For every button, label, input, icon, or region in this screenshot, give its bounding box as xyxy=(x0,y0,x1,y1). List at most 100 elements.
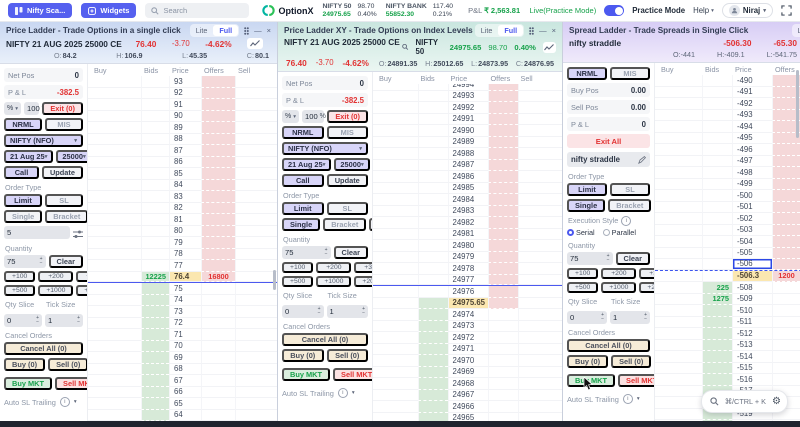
add-qty-button[interactable]: +100 xyxy=(4,271,36,282)
lite-button[interactable]: Lite xyxy=(480,26,493,35)
sell-cell[interactable] xyxy=(517,228,562,240)
offers-cell[interactable] xyxy=(772,408,800,420)
single-button[interactable]: Single xyxy=(4,210,43,223)
cancel-sell-button[interactable]: Sell (0) xyxy=(611,355,652,368)
offers-cell[interactable] xyxy=(772,328,800,340)
sell-cell[interactable] xyxy=(235,375,277,387)
offers-cell[interactable] xyxy=(201,398,235,410)
price-cell[interactable]: 24993 xyxy=(447,90,488,102)
sell-cell[interactable] xyxy=(235,352,277,364)
price-cell[interactable]: 79 xyxy=(169,237,201,249)
buy-mkt-button[interactable]: Buy MKT xyxy=(4,377,53,390)
price-cell[interactable]: 75 xyxy=(169,283,201,295)
price-cell[interactable]: 76.4 xyxy=(169,271,201,282)
buy-cell[interactable] xyxy=(88,341,141,352)
price-cell[interactable]: -516 xyxy=(732,374,772,386)
cancel-buy-button[interactable]: Buy (0) xyxy=(4,358,46,371)
offers-cell[interactable] xyxy=(487,320,518,332)
price-cell[interactable]: 24966 xyxy=(447,401,488,413)
price-cell[interactable]: 86 xyxy=(169,156,201,168)
stepper[interactable]: +− xyxy=(39,256,43,266)
exit-button[interactable]: Exit (0) xyxy=(42,102,83,115)
bids-cell[interactable] xyxy=(141,225,169,237)
offers-cell[interactable] xyxy=(772,178,800,190)
qty-slice-input[interactable]: 0 + − xyxy=(4,314,42,327)
update-button[interactable]: Update xyxy=(326,174,368,187)
sell-cell[interactable] xyxy=(517,194,562,206)
price-cell[interactable]: 24987 xyxy=(447,159,488,171)
buy-cell[interactable] xyxy=(373,183,418,194)
cancel-sell-button[interactable]: Sell (0) xyxy=(326,349,368,362)
bids-cell[interactable] xyxy=(141,398,169,410)
offers-cell[interactable] xyxy=(772,75,800,87)
cancel-buy-button[interactable]: Buy (0) xyxy=(282,349,324,362)
offers-cell[interactable] xyxy=(201,110,235,122)
sl-button[interactable]: SL xyxy=(45,194,83,207)
buy-cell[interactable] xyxy=(88,111,141,122)
buy-cell[interactable] xyxy=(373,298,418,309)
sell-cell[interactable] xyxy=(235,202,277,214)
buy-cell[interactable] xyxy=(655,374,702,386)
buy-cell[interactable] xyxy=(655,340,702,351)
buy-cell[interactable] xyxy=(655,271,702,282)
buy-mkt-button[interactable]: Buy MKT xyxy=(282,368,331,381)
serial-radio[interactable]: Serial xyxy=(567,228,595,237)
buy-cell[interactable] xyxy=(655,213,702,225)
bids-cell[interactable] xyxy=(702,374,732,386)
add-qty-button[interactable]: +100 xyxy=(282,262,314,273)
price-cell[interactable]: 66 xyxy=(169,386,201,398)
sell-cell[interactable] xyxy=(235,317,277,329)
buy-cell[interactable] xyxy=(373,125,418,137)
sell-cell[interactable] xyxy=(517,205,562,217)
sell-cell[interactable] xyxy=(517,320,562,332)
offers-cell[interactable] xyxy=(772,132,800,144)
bids-cell[interactable] xyxy=(417,366,448,378)
offers-cell[interactable] xyxy=(772,155,800,167)
instrument-select[interactable]: NIFTY (NFO) ▾ xyxy=(4,134,83,147)
add-qty-button[interactable]: +200 xyxy=(601,268,637,279)
sell-cell[interactable] xyxy=(517,217,562,229)
minimize-icon[interactable]: — xyxy=(254,25,262,35)
bids-cell[interactable] xyxy=(702,121,732,133)
offers-cell[interactable] xyxy=(772,224,800,236)
price-cell[interactable]: -503 xyxy=(732,224,772,236)
offers-cell[interactable] xyxy=(487,182,518,194)
sell-cell[interactable] xyxy=(517,343,562,355)
offers-cell[interactable] xyxy=(201,179,235,191)
user-menu[interactable]: Niraj ▾ xyxy=(721,3,773,18)
fullscreen-icon[interactable] xyxy=(781,5,792,16)
bids-cell[interactable] xyxy=(141,306,169,318)
buy-cell[interactable] xyxy=(373,378,418,390)
strike-select[interactable]: 25000 ▾ xyxy=(334,158,370,171)
offers-cell[interactable] xyxy=(487,401,518,413)
buy-cell[interactable] xyxy=(88,318,141,329)
scrollbar-thumb[interactable] xyxy=(796,70,799,138)
add-qty-button[interactable]: +500 xyxy=(567,282,599,293)
price-cell[interactable]: 24994 xyxy=(447,84,488,91)
offers-cell[interactable] xyxy=(201,248,235,260)
buy-cell[interactable] xyxy=(373,240,418,252)
buy-cell[interactable] xyxy=(88,306,141,318)
bids-cell[interactable] xyxy=(702,351,732,363)
buy-cell[interactable] xyxy=(655,351,702,363)
sell-cell[interactable] xyxy=(235,214,277,226)
price-cell[interactable]: 24978 xyxy=(447,263,488,275)
offers-cell[interactable] xyxy=(487,136,518,148)
stepper[interactable]: +− xyxy=(606,253,610,263)
offers-cell[interactable] xyxy=(772,247,800,259)
bids-cell[interactable] xyxy=(702,86,732,98)
price-cell[interactable]: -502 xyxy=(732,213,772,225)
buy-cell[interactable] xyxy=(88,329,141,341)
offers-cell[interactable] xyxy=(487,194,518,206)
buy-cell[interactable] xyxy=(88,88,141,99)
buy-cell[interactable] xyxy=(655,133,702,144)
offers-cell[interactable] xyxy=(772,259,800,270)
bids-cell[interactable] xyxy=(702,167,732,179)
bids-cell[interactable] xyxy=(417,274,448,285)
buy-cell[interactable] xyxy=(373,390,418,401)
offers-cell[interactable] xyxy=(487,343,518,355)
offers-cell[interactable] xyxy=(201,191,235,203)
full-button[interactable]: Full xyxy=(213,25,239,36)
sell-cell[interactable] xyxy=(235,225,277,237)
offers-cell[interactable] xyxy=(772,374,800,386)
